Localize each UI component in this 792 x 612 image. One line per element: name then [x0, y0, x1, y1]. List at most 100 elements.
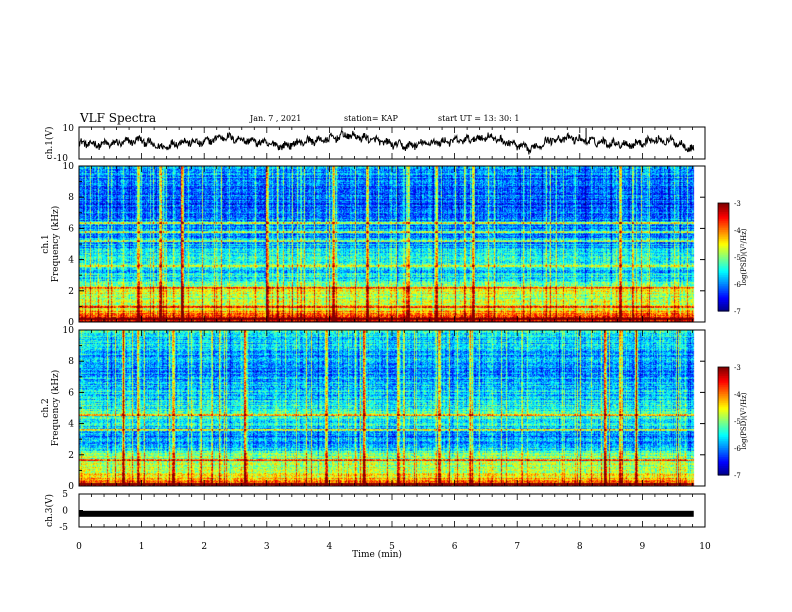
ch2-colorbar-cell: [718, 419, 729, 422]
ch2-colorbar-cell: [718, 440, 729, 444]
ch1-colorbar-cell: [718, 267, 729, 271]
ch2-colorbar-cell: [718, 435, 729, 438]
ch1-colorbar-cell: [718, 217, 729, 220]
ch1-ytick-label: 2: [68, 287, 74, 297]
ch2-ytick-label: 6: [68, 388, 74, 398]
ch2-colorbar-cell: [718, 370, 729, 373]
ch3-signal-band: [79, 510, 694, 517]
ch1-spectrogram-image: [79, 166, 705, 322]
ch1-ytick-label: 6: [68, 224, 74, 234]
ch1-colorbar-cell: [718, 228, 729, 231]
ch1-colorbar-cell: [718, 291, 729, 294]
ch1-ytick-label: 10: [63, 162, 75, 172]
ch1-colorbar-tick-label: -3: [734, 200, 741, 208]
ch1-colorbar-cell: [718, 282, 729, 285]
ch1-colorbar-cell: [718, 305, 729, 308]
ch2-colorbar-cell: [718, 408, 729, 411]
ch2-colorbar-cell: [718, 368, 729, 372]
ch2-colorbar-cell: [718, 403, 729, 406]
ch1-colorbar-tick-label: -5: [734, 254, 741, 262]
figure-title: VLF Spectra: [80, 111, 157, 125]
xaxis-label: Time (min): [352, 549, 402, 560]
ch2-colorbar-cell: [718, 385, 729, 388]
ch1-colorbar-cell: [718, 249, 729, 253]
ch2-colorbar-cell: [718, 383, 729, 386]
ch2-colorbar-cell: [718, 386, 729, 390]
ch2-colorbar-cell: [718, 426, 729, 429]
ch2-colorbar-cell: [718, 442, 729, 445]
ch1-colorbar-cell: [718, 231, 729, 235]
ch1-colorbar-cell: [718, 244, 729, 247]
ch2-colorbar-cell: [718, 390, 729, 393]
ch1-colorbar-cell: [718, 204, 729, 208]
ch2-channel-label: ch.2: [41, 398, 51, 417]
ch1-colorbar-cell: [718, 258, 729, 262]
ch1-colorbar-cell: [718, 285, 729, 289]
ch1-colorbar-cell: [718, 235, 729, 238]
ch1-colorbar-cell: [718, 219, 729, 222]
ch1-colorbar-cell: [718, 253, 729, 256]
ch2-colorbar-cell: [718, 424, 729, 427]
ch2-colorbar-cell: [718, 460, 729, 463]
ch1-colorbar-cell: [718, 302, 729, 305]
ch1-colorbar-cell: [718, 230, 729, 233]
ch2-colorbar-tick-label: -5: [734, 418, 741, 426]
ch2-colorbar-tick-label: -3: [734, 364, 741, 372]
ch1-colorbar-cell: [718, 215, 729, 218]
ch3-ytick-label: -5: [59, 523, 68, 533]
ch2-colorbar-cell: [718, 433, 729, 436]
ch1-colorbar-cell: [718, 251, 729, 254]
xtick-label: 5: [389, 542, 395, 552]
ch1-colorbar-cell: [718, 212, 729, 215]
ch1-colorbar-cell: [718, 287, 729, 290]
ch2-colorbar-cell: [718, 451, 729, 454]
ch3-ytick-label: 5: [62, 490, 68, 500]
ch2-colorbar-cell: [718, 415, 729, 418]
ch1-colorbar-tick-label: -4: [734, 227, 741, 235]
ch2-colorbar-cell: [718, 397, 729, 400]
ch1-colorbar-cell: [718, 248, 729, 251]
ch2-colorbar-cell: [718, 448, 729, 451]
ch1-colorbar-cell: [718, 296, 729, 299]
ch1-ytick-label: -10: [54, 154, 69, 164]
ch1-colorbar-cell: [718, 203, 729, 206]
ch2-colorbar-cell: [718, 446, 729, 449]
ch2-colorbar-cell: [718, 469, 729, 472]
ch2-colorbar-cell: [718, 404, 729, 408]
ch2-colorbar-cell: [718, 410, 729, 413]
ch2-ytick-label: 0: [68, 482, 74, 492]
ch1-colorbar-label: log(PSD)(V²/Hz): [740, 228, 748, 285]
ch1-colorbar-cell: [718, 264, 729, 267]
xtick-label: 10: [699, 542, 711, 552]
ch1-ytick-label: 4: [68, 256, 74, 266]
ch1-ytick-label: 8: [68, 193, 74, 203]
ch2-colorbar-cell: [718, 466, 729, 469]
ch2-colorbar-cell: [718, 449, 729, 453]
ch2-ylabel: Frequency (kHz): [50, 370, 61, 447]
xtick-label: 9: [640, 542, 646, 552]
ch2-colorbar-cell: [718, 431, 729, 435]
ch2-spectrogram-image: [79, 330, 705, 486]
ch2-colorbar-cell: [718, 473, 729, 476]
ch2-colorbar-cell: [718, 457, 729, 460]
xtick-label: 1: [139, 542, 145, 552]
ch2-colorbar-cell: [718, 381, 729, 384]
ch2-colorbar-cell: [718, 413, 729, 417]
ch1-colorbar-cell: [718, 269, 729, 272]
ch1-colorbar-cell: [718, 278, 729, 281]
ch2-ytick-label: 10: [63, 326, 75, 336]
ch2-colorbar-cell: [718, 417, 729, 420]
ch2-ytick-label: 8: [68, 357, 74, 367]
ch2-colorbar-cell: [718, 392, 729, 395]
ch1-colorbar-cell: [718, 213, 729, 217]
ch1-ytick-label: 0: [68, 318, 74, 328]
ch1-colorbar-cell: [718, 237, 729, 240]
ch1-colorbar-cell: [718, 240, 729, 244]
ch1-colorbar-cell: [718, 222, 729, 226]
ch1-colorbar-cell: [718, 298, 729, 301]
ch2-colorbar-cell: [718, 453, 729, 456]
ch1-colorbar-cell: [718, 233, 729, 236]
ch1-colorbar-cell: [718, 239, 729, 242]
xtick-label: 4: [327, 542, 333, 552]
